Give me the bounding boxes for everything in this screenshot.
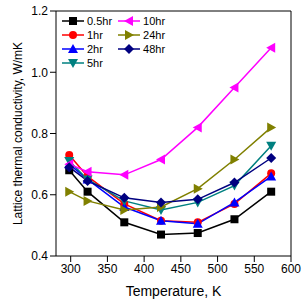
html-text:2hr: 2hr — [87, 43, 103, 55]
html-text:0.5hr: 0.5hr — [87, 15, 113, 27]
html-text:1hr: 1hr — [87, 29, 103, 41]
html-text:24hr: 24hr — [143, 29, 166, 41]
svg-text:Temperature, K: Temperature, K — [126, 283, 222, 299]
svg-text:1.0: 1.0 — [31, 66, 48, 80]
svg-text:600: 600 — [281, 262, 294, 276]
svg-text:350: 350 — [97, 262, 117, 276]
svg-text:0.8: 0.8 — [31, 127, 48, 141]
svg-text:1.2: 1.2 — [31, 4, 48, 18]
html-text:48hr: 48hr — [143, 43, 166, 55]
svg-text:450: 450 — [171, 262, 191, 276]
svg-text:0.6: 0.6 — [31, 188, 48, 202]
svg-text:400: 400 — [134, 262, 154, 276]
svg-text:300: 300 — [61, 262, 81, 276]
svg-text:Lattice thermal conductivity,: Lattice thermal conductivity, W/mK — [11, 42, 25, 225]
html-text:5hr: 5hr — [87, 57, 103, 69]
svg-text:500: 500 — [208, 262, 228, 276]
html-text:10hr: 10hr — [143, 15, 166, 27]
svg-text:0.4: 0.4 — [31, 249, 48, 263]
svg-text:550: 550 — [244, 262, 264, 276]
